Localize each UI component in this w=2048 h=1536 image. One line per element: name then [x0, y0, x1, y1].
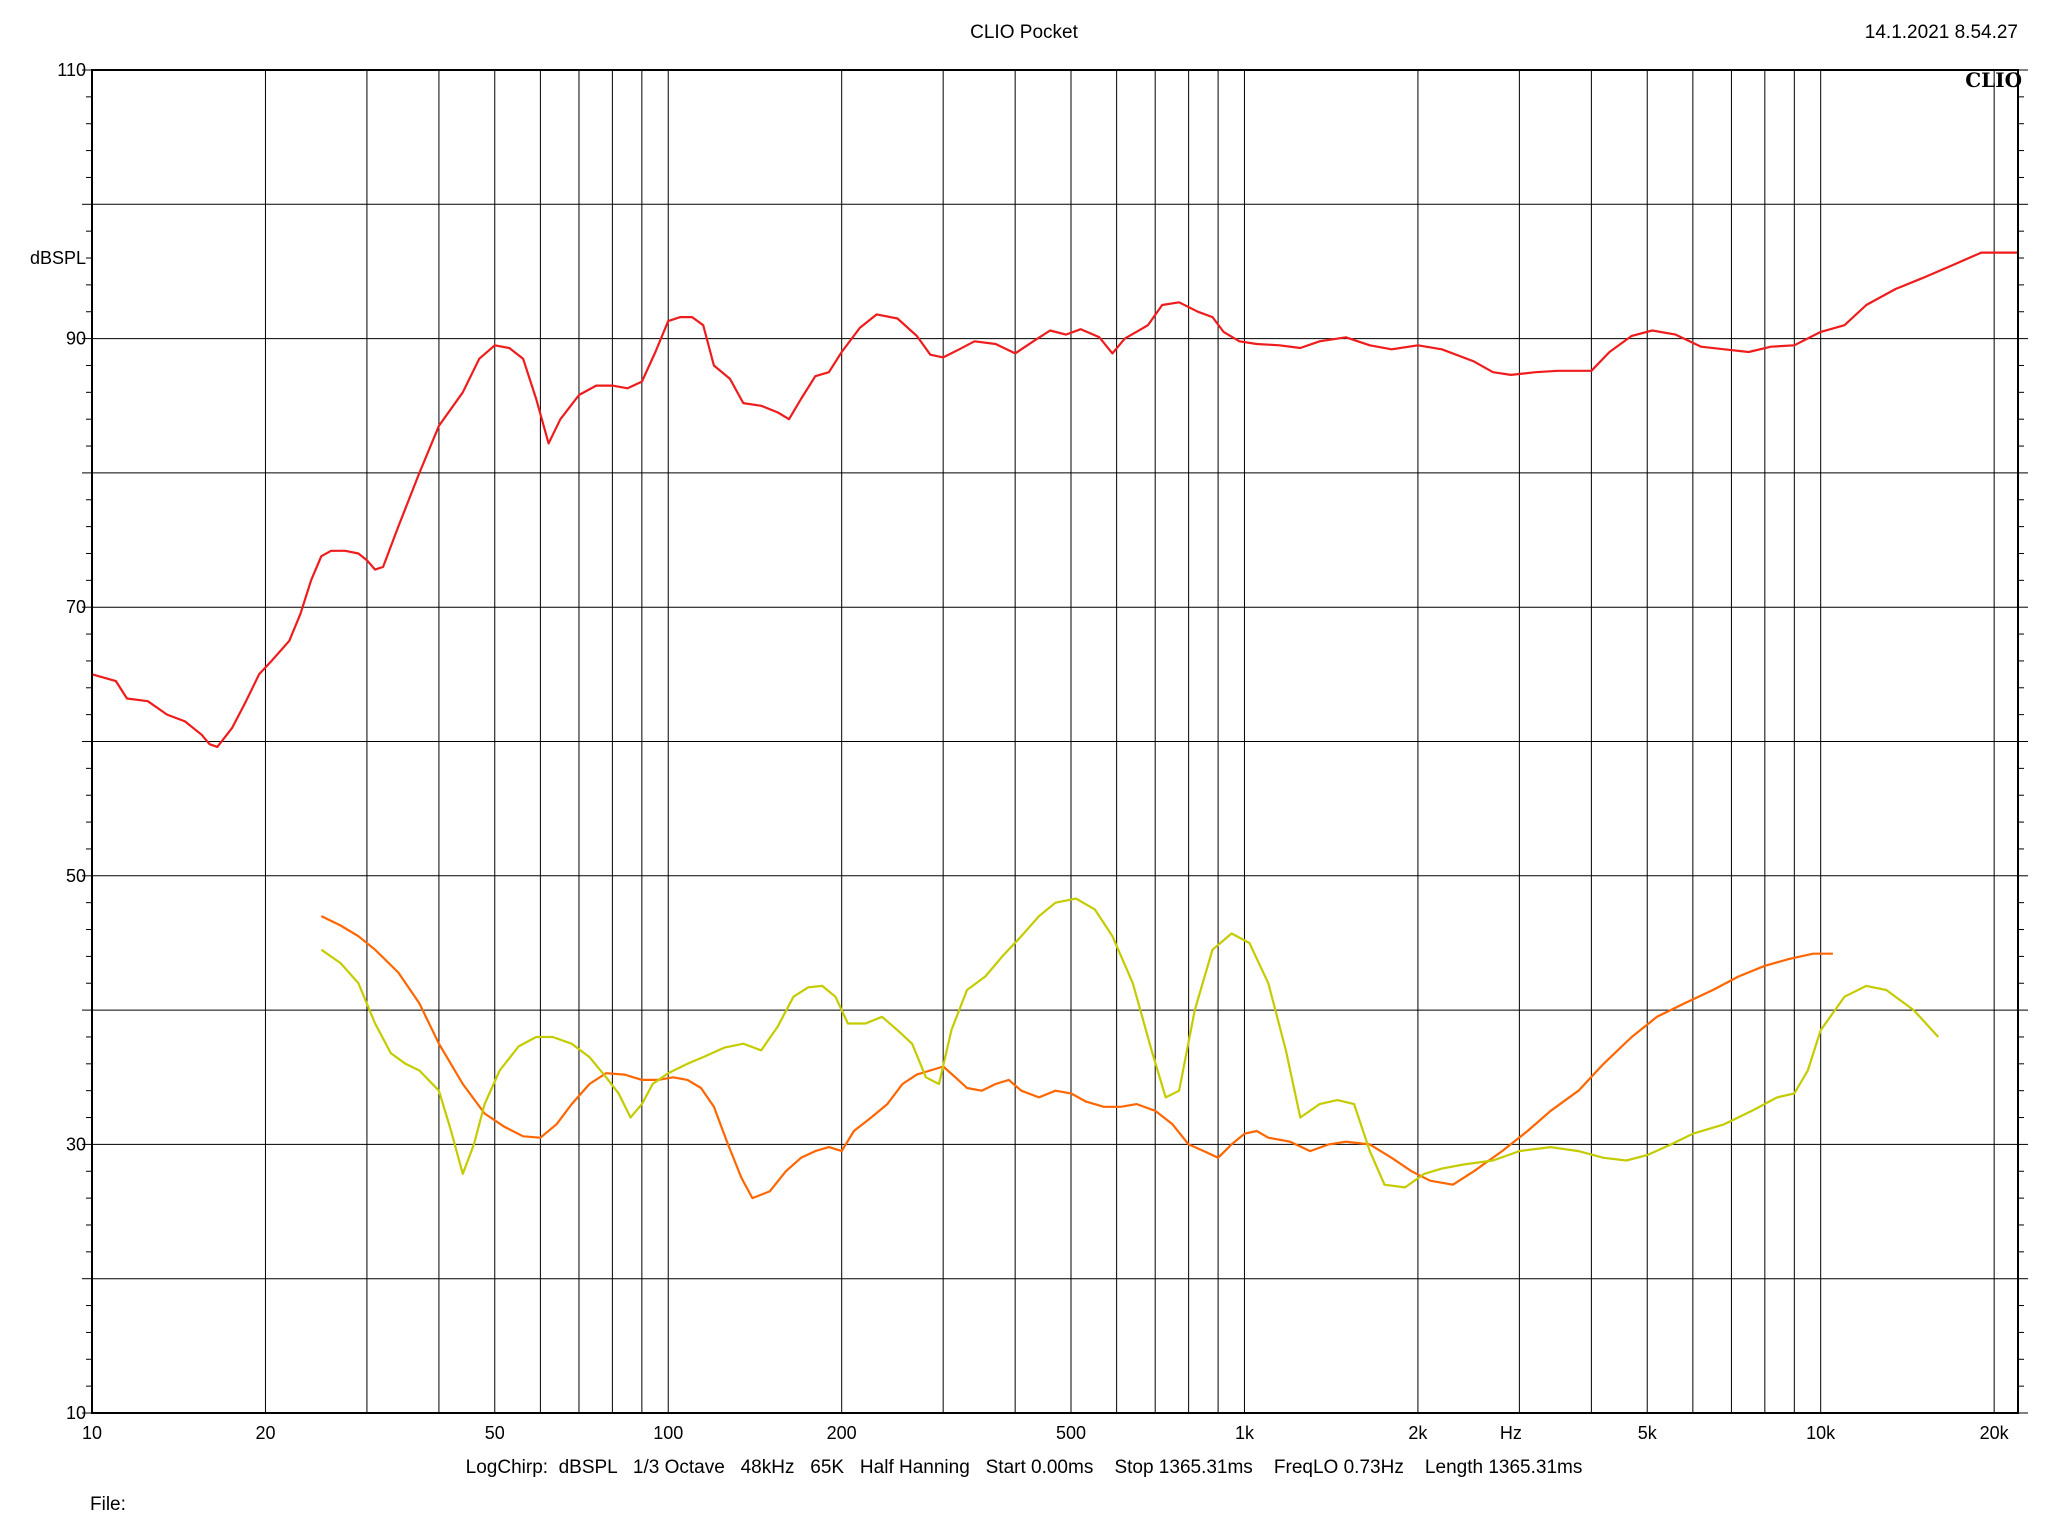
- chart-title: CLIO Pocket: [970, 22, 1078, 43]
- clio-logo: CLIO: [1965, 68, 2022, 92]
- x-tick-label: 50: [485, 1423, 505, 1443]
- series-line-1: [91, 251, 2018, 748]
- plot-frame: [91, 69, 2019, 1414]
- x-tick-label: 500: [1056, 1423, 1086, 1443]
- y-tick-label: 10: [66, 1403, 86, 1423]
- y-tick-label: 30: [66, 1134, 86, 1154]
- file-label: File:: [90, 1494, 126, 1515]
- x-tick-label: 5k: [1638, 1423, 1658, 1443]
- y-tick-label: 90: [66, 329, 86, 349]
- x-tick-label: 20k: [1980, 1423, 2010, 1443]
- series-group: [91, 251, 2018, 1200]
- measurement-settings: LogChirp: dBSPL 1/3 Octave 48kHz 65K Hal…: [465, 1457, 1583, 1478]
- x-tick-label: 10: [82, 1423, 102, 1443]
- x-tick-label: 20: [255, 1423, 275, 1443]
- y-tick-label: 110: [57, 60, 86, 80]
- grid: [92, 70, 2018, 1413]
- y-tick-label: 50: [66, 866, 86, 886]
- x-tick-label: 100: [653, 1423, 683, 1443]
- x-axis-label: Hz: [1500, 1423, 1522, 1443]
- y-axis-label: dBSPL: [30, 248, 86, 268]
- x-tick-labels: 10 20 50 100 200 500 1k 2k 5k 10k 20k: [82, 1423, 2010, 1443]
- y-tick-label: 70: [66, 597, 86, 617]
- x-tick-label: 200: [827, 1423, 857, 1443]
- y-tick-labels: 10 30 50 70 90 110: [57, 60, 86, 1423]
- series-line-3: [320, 897, 1940, 1189]
- x-tick-label: 1k: [1235, 1423, 1255, 1443]
- x-tick-label: 2k: [1408, 1423, 1428, 1443]
- series-line-2: [320, 915, 1833, 1200]
- timestamp: 14.1.2021 8.54.27: [1864, 22, 2018, 43]
- x-tick-label: 10k: [1806, 1423, 1836, 1443]
